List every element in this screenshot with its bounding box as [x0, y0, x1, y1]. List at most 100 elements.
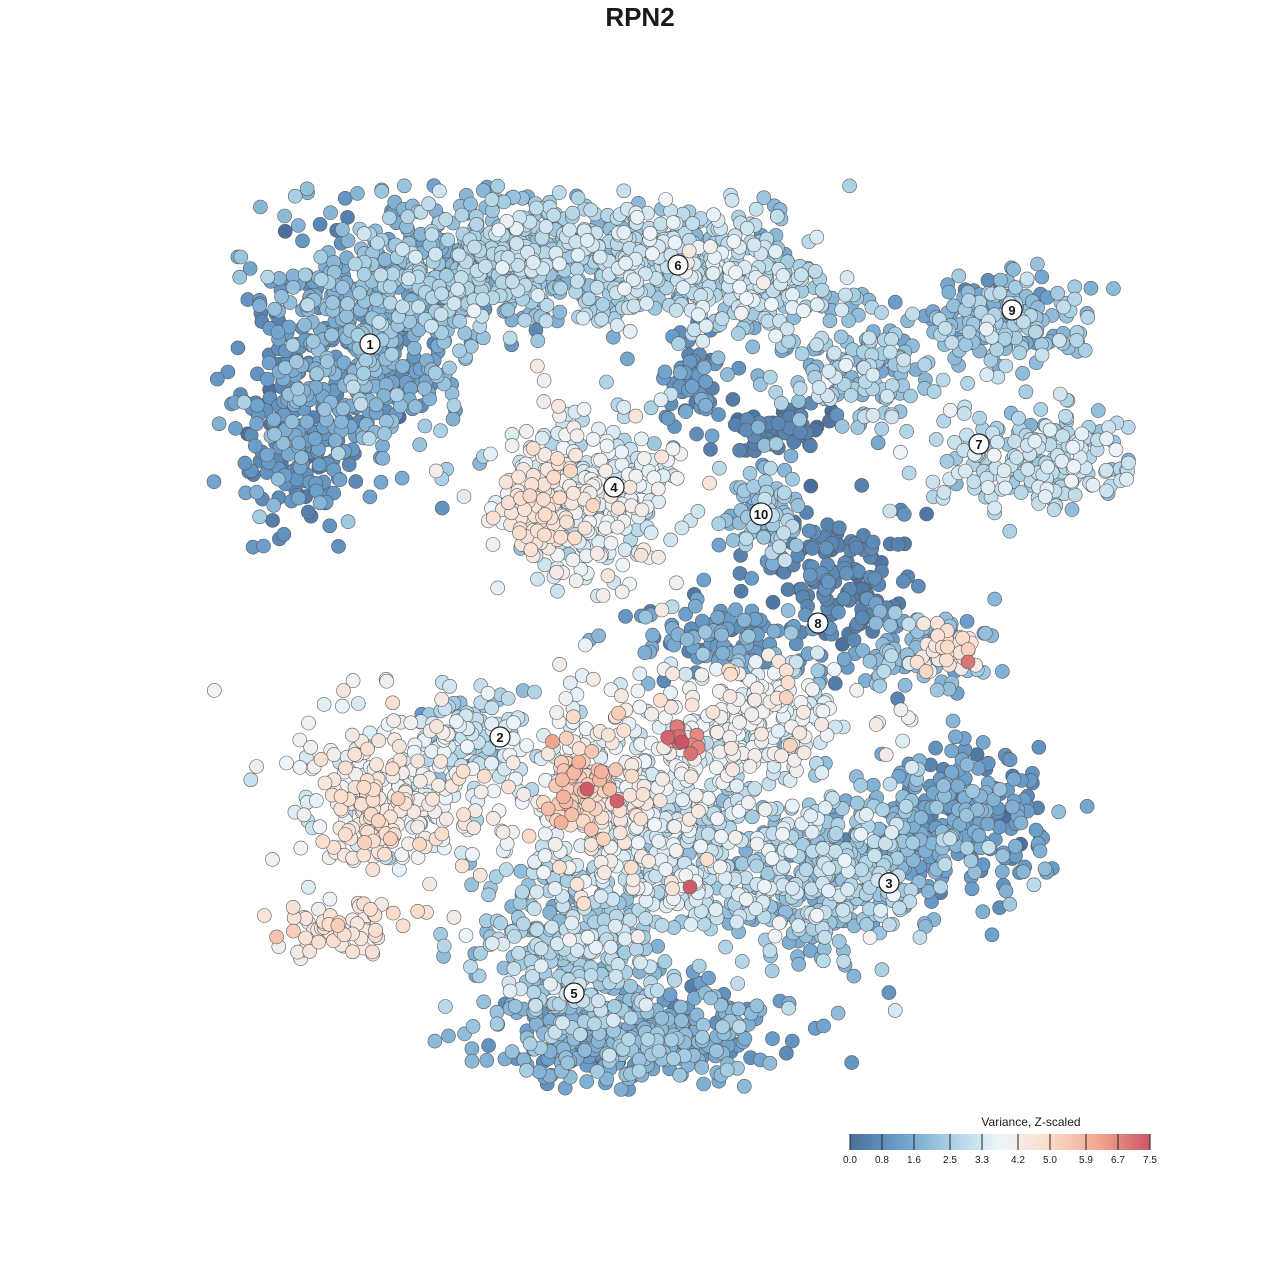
scatter-point [330, 446, 346, 461]
scatter-point [406, 340, 422, 356]
scatter-point [757, 879, 772, 894]
scatter-point [1013, 485, 1029, 500]
scatter-point [525, 255, 541, 270]
scatter-point [373, 474, 389, 490]
scatter-point [997, 480, 1013, 496]
scatter-point [683, 917, 699, 932]
scatter-point [589, 1064, 605, 1079]
scatter-point [549, 936, 565, 952]
scatter-point [678, 666, 694, 682]
scatter-point [810, 663, 826, 678]
scatter-point [763, 460, 778, 476]
scatter-point [629, 942, 644, 957]
scatter-point [350, 186, 365, 201]
scatter-point [1080, 309, 1096, 325]
scatter-point [899, 424, 915, 439]
scatter-point [550, 583, 565, 599]
scatter-point [711, 537, 727, 553]
scatter-point [324, 327, 340, 343]
scatter-point [1056, 299, 1071, 315]
scatter-point [780, 582, 796, 597]
scatter-point [992, 782, 1008, 797]
scatter-point [412, 437, 428, 453]
scatter-point [389, 387, 405, 403]
scatter-point [565, 205, 580, 221]
scatter-point [242, 261, 258, 276]
scatter-point [657, 364, 673, 380]
scatter-point [504, 274, 520, 290]
scatter-point [951, 268, 967, 284]
scatter-point [334, 414, 349, 430]
scatter-point [987, 591, 1003, 607]
scatter-point [884, 409, 900, 425]
scatter-point [785, 471, 800, 487]
scatter-point [746, 237, 762, 253]
scatter-point [980, 816, 996, 832]
scatter-point [631, 1063, 647, 1079]
scatter-point [895, 733, 911, 749]
scatter-point [285, 337, 301, 353]
scatter-point [562, 222, 577, 238]
scatter-point [211, 416, 227, 432]
scatter-point [859, 807, 874, 822]
scatter-point [553, 280, 568, 296]
scatter-point [394, 470, 410, 486]
scatter-point [638, 997, 654, 1013]
scatter-point [445, 411, 461, 427]
scatter-point [815, 953, 831, 969]
scatter-point [789, 538, 804, 553]
scatter-point [881, 985, 897, 1000]
scatter-point [400, 209, 416, 224]
scatter-point [853, 778, 869, 793]
scatter-point [618, 255, 634, 271]
scatter-point [980, 272, 996, 288]
scatter-point [236, 394, 252, 410]
scatter-point [833, 329, 849, 345]
scatter-point [417, 381, 432, 396]
scatter-point [867, 571, 883, 586]
scatter-point [882, 503, 898, 519]
scatter-point [911, 578, 926, 594]
scatter-point [297, 267, 313, 283]
scatter-point [538, 219, 554, 234]
scatter-point [667, 972, 682, 988]
scatter-point [768, 436, 784, 452]
scatter-point [836, 953, 852, 969]
scatter-point [297, 317, 312, 333]
scatter-point [668, 302, 684, 318]
scatter-point [1050, 285, 1065, 301]
scatter-point [442, 360, 457, 376]
scatter-point [587, 1016, 602, 1032]
scatter-point [834, 302, 850, 318]
scatter-point [1037, 861, 1053, 877]
scatter-point [469, 217, 484, 232]
scatter-point [446, 398, 462, 413]
scatter-point [577, 1043, 593, 1058]
scatter-point [818, 540, 834, 556]
scatter-point [484, 700, 500, 716]
scatter-point [436, 938, 452, 954]
scatter-point [1034, 269, 1050, 285]
scatter-point [401, 271, 416, 287]
scatter-point [533, 941, 549, 957]
scatter-point [301, 879, 316, 895]
scatter-point [846, 968, 862, 984]
scatter-point [981, 839, 997, 855]
scatter-point [292, 760, 308, 775]
scatter-point [749, 998, 765, 1014]
scatter-point [440, 232, 456, 248]
scatter-point [675, 280, 691, 296]
scatter-point [350, 696, 366, 711]
scatter-point [1099, 462, 1114, 478]
scatter-point [347, 256, 363, 272]
scatter-point [277, 208, 292, 224]
scatter-point [517, 312, 533, 328]
scatter-point [616, 225, 632, 240]
scatter-point [978, 625, 993, 641]
scatter-point [575, 310, 591, 326]
scatter-point [802, 567, 818, 583]
scatter-point [704, 428, 720, 444]
scatter-point [339, 308, 354, 324]
scatter-point [732, 442, 747, 458]
scatter-point [533, 958, 549, 974]
